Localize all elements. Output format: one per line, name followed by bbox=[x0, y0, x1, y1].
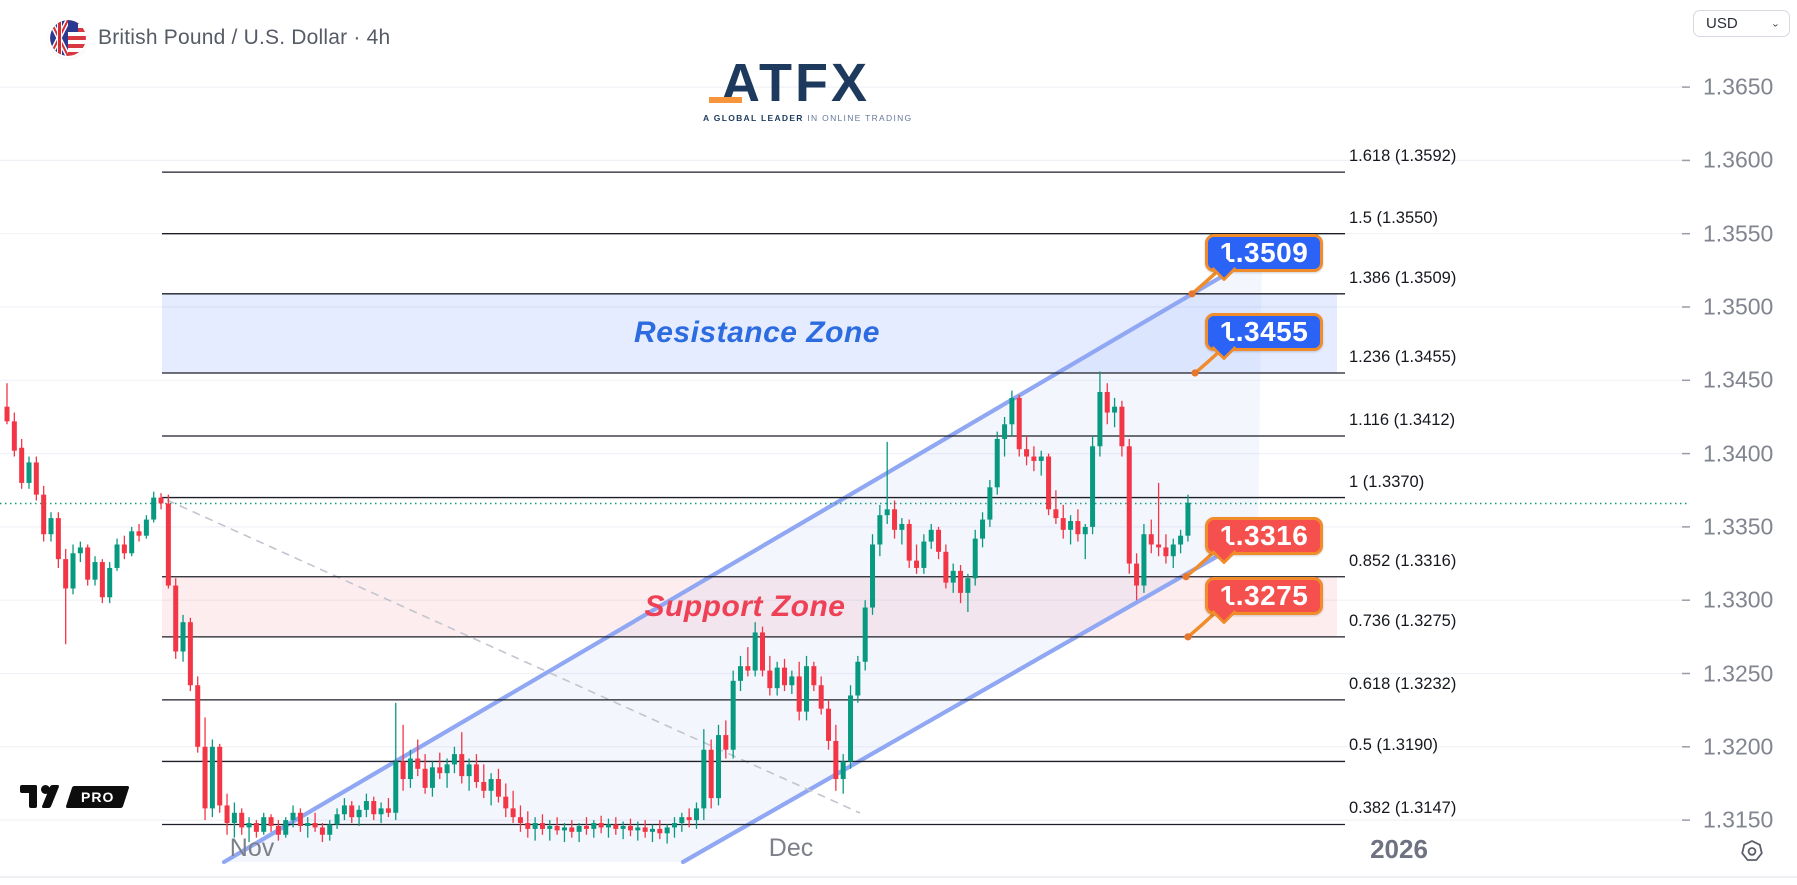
price-axis-label: 1.3550 bbox=[1703, 220, 1774, 247]
gbpusd-flag-icon bbox=[50, 20, 86, 56]
pro-badge[interactable]: PRO bbox=[65, 785, 130, 808]
fib-level-label: 1.116 (1.3412) bbox=[1349, 411, 1456, 429]
price-axis-label: 1.3200 bbox=[1703, 733, 1774, 760]
fib-level-label: 1.5 (1.3550) bbox=[1349, 208, 1438, 227]
price-callout-1-3509[interactable]: 1.3509 bbox=[1205, 233, 1323, 282]
resistance-zone-label: Resistance Zone bbox=[634, 316, 880, 350]
support-zone-label: Support Zone bbox=[644, 589, 846, 623]
price-callout-1-3316[interactable]: 1.3316 bbox=[1205, 516, 1323, 565]
time-axis[interactable]: Nov Dec 2026 bbox=[0, 828, 1690, 877]
symbol-title: British Pound / U.S. Dollar · 4h bbox=[98, 26, 391, 49]
price-axis-label: 1.3400 bbox=[1703, 440, 1774, 467]
price-axis-label: 1.3300 bbox=[1703, 586, 1774, 613]
fib-level-label: 1.236 (1.3455) bbox=[1349, 347, 1457, 366]
fib-level-label: 0.736 (1.3275) bbox=[1349, 611, 1457, 630]
tradingview-icon bbox=[20, 785, 62, 808]
atfx-tagline: A GLOBAL LEADER IN ONLINE TRADING bbox=[703, 113, 913, 123]
atfx-orange-bar bbox=[709, 97, 742, 103]
price-axis-label: 1.3650 bbox=[1703, 73, 1774, 100]
chevron-down-icon: ⌄ bbox=[1770, 19, 1780, 29]
fib-level-label: 0.382 (1.3147) bbox=[1349, 799, 1457, 818]
fib-level-label: 0.5 (1.3190) bbox=[1349, 736, 1438, 755]
price-axis-label: 1.3350 bbox=[1703, 513, 1774, 540]
symbol-title-row[interactable]: British Pound / U.S. Dollar · 4h bbox=[50, 20, 390, 56]
fib-level-label: 1.386 (1.3509) bbox=[1349, 268, 1457, 287]
fib-level-label: 0.852 (1.3316) bbox=[1349, 551, 1457, 570]
price-axis-label: 1.3600 bbox=[1703, 146, 1774, 173]
currency-dropdown[interactable]: USD ⌄ bbox=[1693, 10, 1790, 37]
currency-dropdown-value: USD bbox=[1706, 15, 1738, 32]
settings-gear-icon[interactable] bbox=[1738, 838, 1766, 866]
fib-level-label: 1.618 (1.3592) bbox=[1349, 147, 1457, 166]
price-axis[interactable]: 1.3650 1.3600 1.3550 1.3500 1.3450 1.3400 1.33… bbox=[1690, 0, 1797, 877]
time-axis-label: 2026 bbox=[1370, 834, 1428, 864]
fib-level-label: 0.618 (1.3232) bbox=[1349, 674, 1457, 693]
atfx-wordmark: ATFX bbox=[721, 53, 870, 113]
time-axis-label: Dec bbox=[768, 834, 814, 862]
price-callout-1-3275[interactable]: 1.3275 bbox=[1205, 576, 1323, 625]
time-axis-label: Nov bbox=[229, 834, 275, 862]
fib-level-label: 1 (1.3370) bbox=[1349, 472, 1425, 491]
price-axis-label: 1.3450 bbox=[1703, 366, 1774, 393]
atfx-logo: ATFX A GLOBAL LEADER IN ONLINE TRADING bbox=[703, 53, 913, 123]
price-axis-label: 1.3150 bbox=[1703, 806, 1774, 833]
price-axis-label: 1.3250 bbox=[1703, 660, 1774, 686]
tradingview-logo[interactable]: PRO bbox=[20, 785, 130, 808]
price-axis-label: 1.3500 bbox=[1703, 293, 1774, 320]
price-callout-1-3455[interactable]: 1.3455 bbox=[1205, 312, 1323, 361]
